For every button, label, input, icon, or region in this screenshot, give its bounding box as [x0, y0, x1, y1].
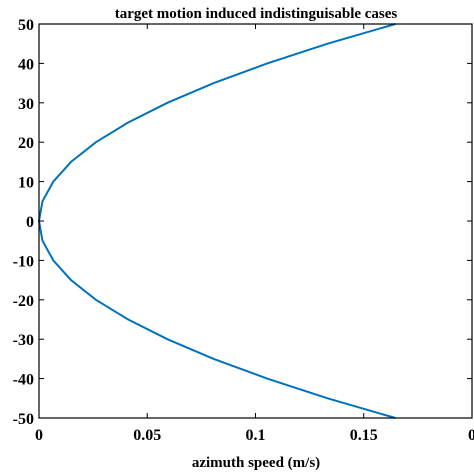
x-tick-label: 0.1 — [246, 427, 266, 444]
data-point — [266, 62, 268, 64]
data-point — [166, 102, 168, 104]
y-tick-label: 20 — [18, 135, 34, 152]
chart-title: target motion induced indistinguisable c… — [115, 6, 398, 22]
data-point — [166, 338, 168, 340]
data-point — [70, 279, 72, 281]
x-tick-label: 0.05 — [133, 427, 161, 444]
y-tick-label: -40 — [13, 372, 34, 389]
y-tick-label: 50 — [18, 17, 34, 34]
y-tick-label: -50 — [13, 411, 34, 428]
data-point — [95, 299, 97, 301]
axes-box — [38, 23, 473, 419]
data-point — [52, 181, 54, 183]
data-point — [327, 397, 329, 399]
y-tick-label: -20 — [13, 293, 34, 310]
y-tick-label: 30 — [18, 96, 34, 113]
data-point — [127, 122, 129, 124]
data-point — [95, 141, 97, 143]
y-tick-label: 40 — [18, 56, 34, 73]
data-point — [213, 358, 215, 360]
x-axis-label: azimuth speed (m/s) — [192, 455, 320, 471]
plot-area — [37, 23, 396, 419]
y-tick-label: -30 — [13, 332, 34, 349]
x-tick-label: 0 — [35, 427, 43, 444]
data-point — [266, 378, 268, 380]
y-tick-label: 10 — [18, 175, 34, 192]
data-point — [327, 43, 329, 45]
data-point — [127, 319, 129, 321]
data-point — [52, 259, 54, 261]
x-tick-label: 0.15 — [350, 427, 378, 444]
data-point — [41, 240, 43, 242]
y-tick-label: 0 — [26, 214, 34, 231]
data-point — [70, 161, 72, 163]
y-tick-label: -10 — [13, 253, 34, 270]
series-line-0 — [37, 23, 396, 419]
x-tick-label: 0 — [468, 427, 474, 444]
data-point — [213, 82, 215, 84]
data-point — [41, 200, 43, 202]
